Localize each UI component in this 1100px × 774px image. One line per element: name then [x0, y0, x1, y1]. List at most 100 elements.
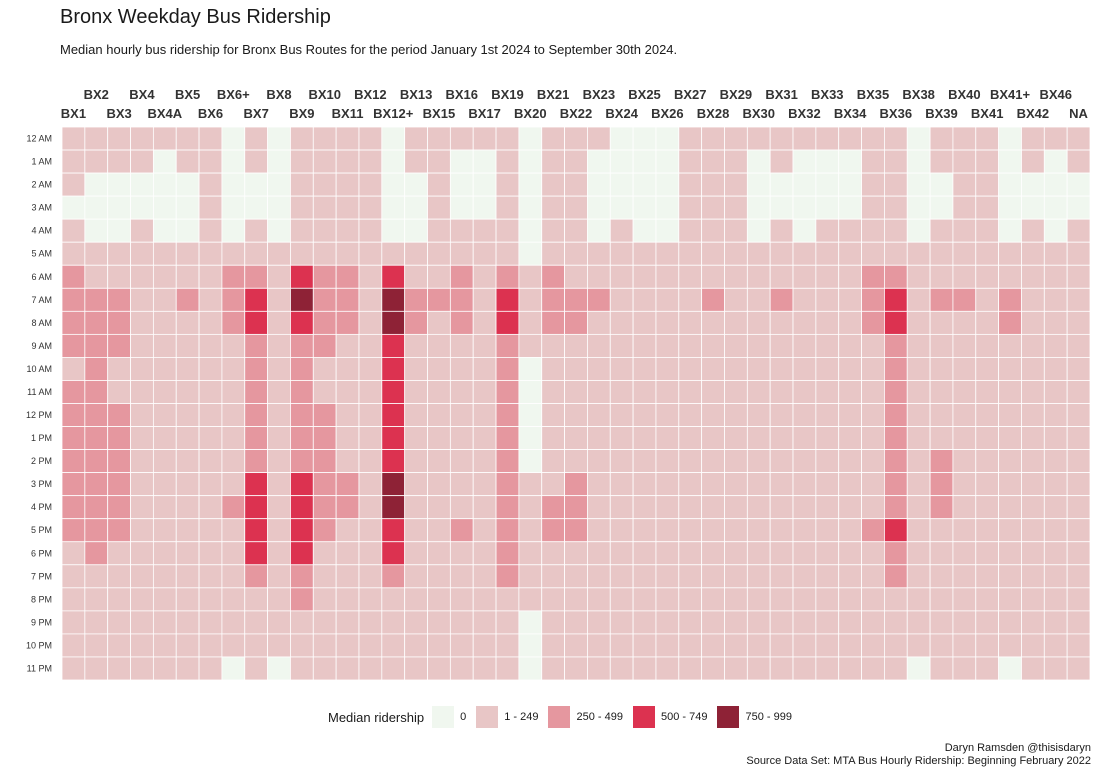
heatmap-cell — [838, 495, 862, 520]
heatmap-cell — [792, 287, 817, 312]
heatmap-cell — [175, 195, 200, 220]
heatmap-cell — [906, 472, 931, 497]
heatmap-cell — [815, 518, 840, 543]
heatmap-cell — [861, 633, 885, 658]
heatmap-cell — [84, 264, 109, 289]
heatmap-cell — [358, 610, 383, 635]
heatmap-cell — [404, 472, 428, 497]
heatmap-cell — [518, 449, 543, 474]
y-tick-label: 4 PM — [31, 502, 52, 512]
heatmap-cell — [449, 380, 474, 404]
heatmap-cell — [244, 241, 268, 266]
heatmap-cell — [449, 241, 474, 266]
heatmap-cell — [906, 449, 931, 474]
heatmap-cell — [929, 310, 954, 335]
heatmap-cell — [906, 241, 931, 266]
heatmap-cell — [518, 241, 543, 266]
heatmap-cell — [267, 264, 291, 289]
heatmap-cell — [792, 357, 817, 381]
heatmap-cell — [884, 195, 908, 220]
heatmap-cell — [884, 656, 908, 681]
heatmap-cell — [769, 495, 794, 520]
heatmap-cell — [587, 656, 611, 681]
heatmap-cell — [906, 610, 931, 635]
heatmap-cell — [335, 449, 360, 474]
heatmap-cell — [335, 495, 360, 520]
heatmap-cell — [61, 564, 86, 589]
x-tick-label: BX35 — [857, 87, 890, 102]
heatmap-cell — [746, 564, 771, 589]
heatmap-cell — [838, 426, 862, 450]
heatmap-cell — [678, 149, 703, 174]
heatmap-cell — [587, 564, 611, 589]
x-tick-label: BX25 — [628, 87, 661, 102]
heatmap-cell — [769, 126, 794, 151]
x-tick-label: BX1 — [61, 106, 86, 121]
heatmap-cell — [564, 656, 588, 681]
heatmap-cell — [609, 426, 634, 450]
heatmap-cell — [312, 287, 337, 312]
heatmap-cell — [495, 287, 520, 312]
heatmap-cell — [335, 126, 360, 151]
heatmap-cell — [1043, 357, 1068, 381]
heatmap-cell — [381, 472, 406, 497]
heatmap-cell — [998, 656, 1022, 681]
heatmap-cell — [838, 587, 862, 612]
heatmap-cell — [1021, 218, 1045, 243]
heatmap-cell — [404, 287, 428, 312]
heatmap-cell — [769, 426, 794, 450]
heatmap-cell — [838, 310, 862, 335]
heatmap-cell — [198, 541, 223, 566]
heatmap-cell — [906, 403, 931, 427]
heatmap-cell — [838, 333, 862, 358]
heatmap-cell — [335, 195, 360, 220]
heatmap-cell — [724, 264, 748, 289]
heatmap-cell — [1043, 195, 1068, 220]
legend-item-0: 0 — [432, 706, 466, 728]
heatmap-cell — [290, 287, 314, 312]
heatmap-cell — [175, 587, 200, 612]
heatmap-cell — [884, 380, 908, 404]
heatmap-cell — [609, 287, 634, 312]
heatmap-cell — [724, 195, 748, 220]
heatmap-cell — [472, 264, 497, 289]
heatmap-cell — [381, 587, 406, 612]
heatmap-cell — [975, 126, 1000, 151]
x-tick-label: BX28 — [697, 106, 730, 121]
legend-item-4: 750 - 999 — [717, 706, 792, 728]
heatmap-cell — [769, 656, 794, 681]
heatmap-cell — [130, 541, 154, 566]
heatmap-cell — [152, 357, 177, 381]
heatmap-cell — [427, 472, 451, 497]
heatmap-cell — [358, 426, 383, 450]
y-tick-label: 8 PM — [31, 594, 52, 604]
heatmap-cell — [952, 541, 977, 566]
heatmap-cell — [998, 587, 1022, 612]
legend: Median ridership 0 1 - 249 250 - 499 500… — [328, 705, 802, 729]
heatmap-cell — [244, 472, 268, 497]
heatmap-cell — [701, 195, 725, 220]
heatmap-cell — [335, 333, 360, 358]
heatmap-cell — [221, 656, 246, 681]
heatmap-cell — [952, 126, 977, 151]
heatmap-cell — [541, 633, 565, 658]
heatmap-cell — [906, 495, 931, 520]
x-tick-label: BX12 — [354, 87, 387, 102]
heatmap-cell — [518, 357, 543, 381]
heatmap-cell — [1021, 518, 1045, 543]
heatmap-cell — [792, 241, 817, 266]
heatmap-cell — [815, 241, 840, 266]
heatmap-cell — [655, 426, 680, 450]
heatmap-cell — [998, 541, 1022, 566]
heatmap-cell — [290, 610, 314, 635]
heatmap-cell — [815, 472, 840, 497]
heatmap-cell — [587, 633, 611, 658]
heatmap-cell — [1021, 449, 1045, 474]
heatmap-cell — [884, 264, 908, 289]
heatmap-cell — [906, 357, 931, 381]
heatmap-cell — [952, 656, 977, 681]
heatmap-cell — [564, 287, 588, 312]
heatmap-cell — [1066, 218, 1091, 243]
heatmap-cell — [107, 357, 131, 381]
heatmap-cell — [1043, 426, 1068, 450]
